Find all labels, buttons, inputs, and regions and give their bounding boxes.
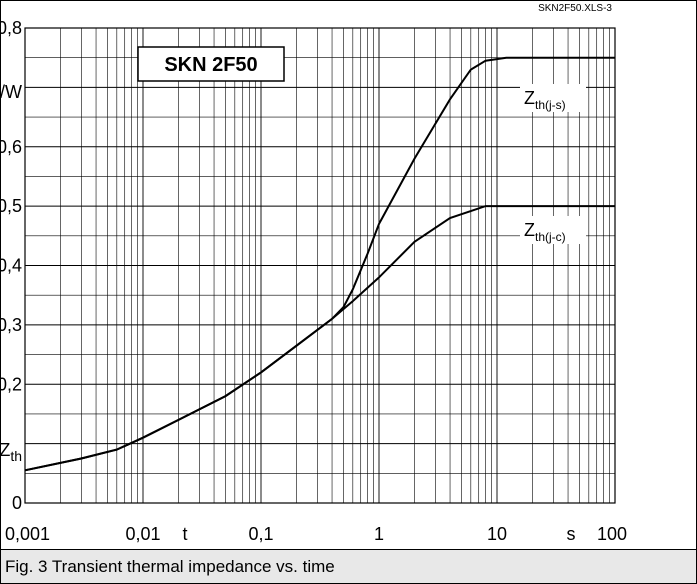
series-line-zth-j-s [24, 56, 615, 472]
x-tick-label: 0,01 [125, 524, 160, 544]
y-symbol-sub: th [10, 448, 22, 464]
x-tick-label: 0,1 [248, 524, 273, 544]
x-tick-label: 0,001 [5, 524, 50, 544]
x-tick-label: 100 [597, 524, 627, 544]
series-label-zth-j-s: Zth(j-s) [524, 88, 566, 112]
x-unit-label: s [567, 524, 576, 544]
series-label-zth-j-c: Zth(j-c) [524, 220, 566, 244]
x-tick-label: 1 [374, 524, 384, 544]
y-unit-label: K/W [0, 82, 22, 102]
series-label-sub: th(j-s) [535, 98, 566, 112]
series-label-bg [520, 216, 586, 244]
x-tick-label: 10 [487, 524, 507, 544]
series-label-main: Z [524, 88, 535, 108]
y-tick-label: 0,8 [0, 18, 22, 38]
title-box [137, 46, 285, 82]
series-line-zth-j-c [24, 205, 615, 472]
series-label-main: Z [524, 220, 535, 240]
file-label: SKN2F50.XLS-3 [538, 3, 612, 14]
series-label-bg [520, 84, 586, 112]
y-tick-label: 0,6 [0, 137, 22, 157]
figure-caption: Fig. 3 Transient thermal impedance vs. t… [1, 549, 696, 583]
y-tick-label: 0,4 [0, 256, 22, 276]
y-tick-label: 0,5 [0, 196, 22, 216]
chart-title: SKN 2F50 [164, 54, 257, 76]
plot-border [24, 27, 616, 504]
chart: 0 0,2 0,3 0,4 0,5 0,6 0,8 K/W Zth 0,001 0,01 0,1 1 10… [0, 3, 627, 544]
y-tick-label: 0,2 [0, 374, 22, 394]
x-symbol-label: t [182, 524, 187, 544]
y-tick-label: 0,3 [0, 315, 22, 335]
y-tick-label: 0 [12, 493, 22, 513]
y-symbol-main: Z [0, 440, 10, 460]
series-label-sub: th(j-c) [535, 230, 566, 244]
y-symbol-label: Zth [0, 440, 22, 464]
